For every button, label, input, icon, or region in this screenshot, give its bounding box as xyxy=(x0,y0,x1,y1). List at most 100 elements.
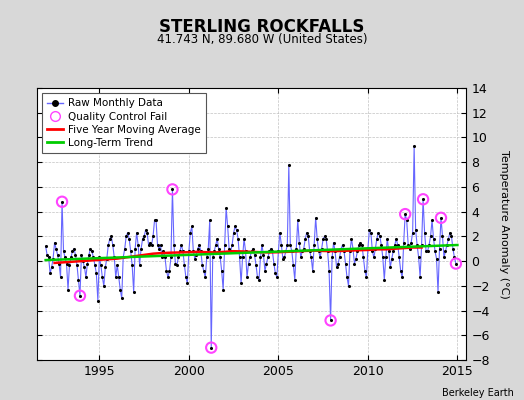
Text: STERLING ROCKFALLS: STERLING ROCKFALLS xyxy=(159,18,365,36)
Point xyxy=(174,254,182,260)
Point xyxy=(210,248,219,254)
Point xyxy=(243,274,251,280)
Point xyxy=(349,246,357,252)
Point xyxy=(304,233,312,240)
Point xyxy=(104,242,113,248)
Point xyxy=(204,246,212,252)
Point xyxy=(89,254,97,260)
Point xyxy=(429,236,438,242)
Point xyxy=(234,236,242,242)
Point xyxy=(70,246,78,252)
Point xyxy=(422,248,430,254)
Point xyxy=(71,252,80,258)
Point xyxy=(419,196,427,202)
Point xyxy=(216,254,224,260)
Point xyxy=(385,248,393,254)
Point xyxy=(258,242,266,248)
Point xyxy=(437,215,445,221)
Point xyxy=(298,248,307,254)
Point xyxy=(441,248,450,254)
Point xyxy=(328,254,336,260)
Point xyxy=(407,239,416,246)
Point xyxy=(420,230,429,236)
Point xyxy=(80,264,89,270)
Point xyxy=(447,233,456,240)
Point xyxy=(107,233,115,240)
Point xyxy=(173,262,181,268)
Point xyxy=(440,254,448,260)
Point xyxy=(281,248,290,254)
Point xyxy=(376,233,384,240)
Point xyxy=(401,211,409,217)
Point xyxy=(237,280,245,286)
Point xyxy=(115,274,123,280)
Point xyxy=(339,242,347,248)
Point xyxy=(193,246,202,252)
Point xyxy=(137,246,145,252)
Point xyxy=(292,246,300,252)
Point xyxy=(149,233,157,240)
Point xyxy=(219,286,227,293)
Point xyxy=(268,248,277,254)
Point xyxy=(165,268,173,274)
Point xyxy=(230,230,238,236)
Point xyxy=(92,270,101,277)
Point xyxy=(43,252,51,258)
Point xyxy=(307,254,315,260)
Point xyxy=(201,274,210,280)
Point xyxy=(431,248,439,254)
Point xyxy=(162,268,171,274)
Point xyxy=(305,248,314,254)
Point xyxy=(335,254,344,260)
Point xyxy=(309,268,317,274)
Point xyxy=(373,236,381,242)
Point xyxy=(340,248,348,254)
Point xyxy=(358,242,366,248)
Point xyxy=(404,242,412,248)
Point xyxy=(52,246,60,252)
Point xyxy=(189,248,198,254)
Point xyxy=(125,236,134,242)
Text: 41.743 N, 89.680 W (United States): 41.743 N, 89.680 W (United States) xyxy=(157,33,367,46)
Point xyxy=(228,242,236,248)
Point xyxy=(402,217,411,224)
Point xyxy=(427,233,435,240)
Point xyxy=(167,254,175,260)
Point xyxy=(265,248,274,254)
Point xyxy=(183,280,192,286)
Point xyxy=(270,260,278,267)
Point xyxy=(110,254,118,260)
Point xyxy=(322,236,330,242)
Point xyxy=(380,276,388,283)
Point xyxy=(397,268,405,274)
Point xyxy=(133,230,141,236)
Point xyxy=(365,227,374,233)
Point xyxy=(350,260,358,267)
Point xyxy=(300,246,308,252)
Point xyxy=(131,246,139,252)
Point xyxy=(259,252,268,258)
Point xyxy=(159,248,168,254)
Point xyxy=(95,254,104,260)
Point xyxy=(313,236,321,242)
Point xyxy=(325,268,333,274)
Point xyxy=(413,242,421,248)
Point xyxy=(449,246,457,252)
Point xyxy=(59,248,68,254)
Point xyxy=(242,248,250,254)
Point xyxy=(177,242,185,248)
Point xyxy=(46,270,54,277)
Point xyxy=(129,289,138,295)
Point xyxy=(341,260,350,267)
Point xyxy=(252,262,260,268)
Point xyxy=(355,242,363,248)
Point xyxy=(379,254,387,260)
Point xyxy=(98,274,106,280)
Point xyxy=(406,246,414,252)
Point xyxy=(398,274,407,280)
Legend: Raw Monthly Data, Quality Control Fail, Five Year Moving Average, Long-Term Tren: Raw Monthly Data, Quality Control Fail, … xyxy=(42,93,206,153)
Point xyxy=(77,252,85,258)
Point xyxy=(143,230,151,236)
Point xyxy=(147,242,156,248)
Point xyxy=(164,274,172,280)
